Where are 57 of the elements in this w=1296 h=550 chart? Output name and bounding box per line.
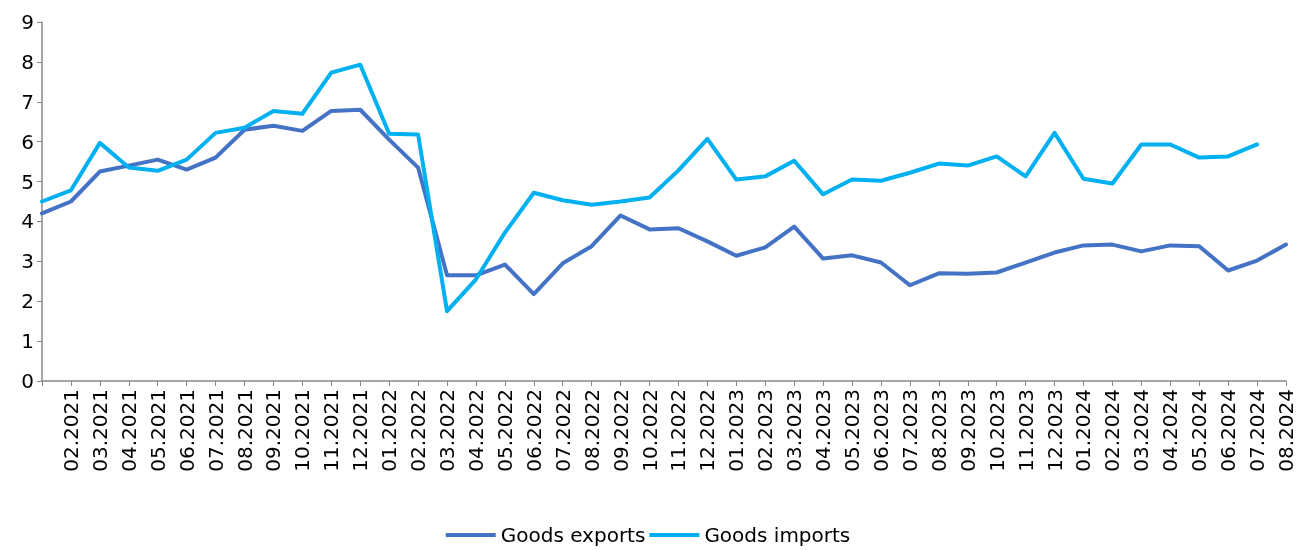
x-tick-label: 05.2021	[145, 389, 170, 472]
x-tick-label: 07.2023	[897, 389, 922, 472]
x-tick-label: 10.2023	[984, 389, 1009, 472]
x-tick-label: 06.2024	[1216, 389, 1241, 472]
x-tick-label: 06.2022	[521, 389, 546, 472]
x-tick-label: 04.2024	[1158, 389, 1183, 472]
x-tick-label: 09.2021	[261, 389, 286, 472]
y-tick-label: 7	[21, 89, 34, 114]
x-tick-label: 02.2021	[58, 389, 83, 472]
x-tick-label: 04.2021	[116, 389, 141, 472]
y-tick-label: 5	[21, 169, 34, 194]
x-tick-label: 02.2022	[406, 389, 431, 472]
y-tick-label: 6	[21, 129, 34, 154]
line-series	[40, 107, 1288, 297]
x-tick-label: 06.2021	[174, 389, 199, 472]
y-tick-label: 2	[21, 289, 34, 314]
x-tick-label: 05.2024	[1187, 389, 1212, 472]
x-tick-label: 01.2022	[377, 389, 402, 472]
x-tick-label: 11.2021	[319, 389, 344, 472]
x-tick-label: 07.2021	[203, 389, 228, 472]
x-tick-label: 11.2022	[666, 389, 691, 472]
x-tick-label: 01.2023	[724, 389, 749, 472]
x-tick-label: 08.2021	[232, 389, 257, 472]
x-tick-label: 09.2023	[955, 389, 980, 472]
x-tick-label: 08.2022	[579, 389, 604, 472]
x-tick-label: 05.2023	[840, 389, 865, 472]
y-tick-label: 3	[21, 249, 34, 274]
x-tick-label: 02.2024	[1100, 389, 1125, 472]
y-tick-label: 1	[21, 329, 34, 354]
x-tick-label: 08.2024	[1274, 389, 1296, 472]
x-tick-label: 04.2023	[811, 389, 836, 472]
x-tick-label: 03.2023	[782, 389, 807, 472]
line-series	[40, 62, 1260, 314]
y-tick-label: 8	[21, 49, 34, 74]
x-tick-label: 09.2022	[608, 389, 633, 472]
x-tick-label: 03.2022	[435, 389, 460, 472]
x-tick-label: 01.2024	[1071, 389, 1096, 472]
x-tick-label: 03.2024	[1129, 389, 1154, 472]
x-tick-label: 12.2022	[695, 389, 720, 472]
x-tick-label: 07.2022	[550, 389, 575, 472]
x-tick-label: 04.2022	[463, 389, 488, 472]
x-tick-label: 12.2021	[348, 389, 373, 472]
x-tick-label: 02.2023	[753, 389, 778, 472]
x-tick-label: 11.2023	[1013, 389, 1038, 472]
legend-label: Goods exports	[500, 523, 646, 547]
x-tick-label: 06.2023	[868, 389, 893, 472]
x-tick-label: 08.2023	[926, 389, 951, 472]
x-tick-label: 10.2021	[290, 389, 315, 472]
x-tick-label: 03.2021	[87, 389, 112, 472]
y-tick-label: 0	[21, 369, 34, 393]
x-tick-label: 05.2022	[492, 389, 517, 472]
legend-label: Goods imports	[704, 523, 851, 547]
x-tick-label: 07.2024	[1245, 389, 1270, 472]
x-tick-label: 12.2023	[1042, 389, 1067, 472]
y-tick-label: 9	[21, 10, 34, 34]
y-tick-label: 4	[21, 209, 34, 234]
x-tick-label: 10.2022	[637, 389, 662, 472]
